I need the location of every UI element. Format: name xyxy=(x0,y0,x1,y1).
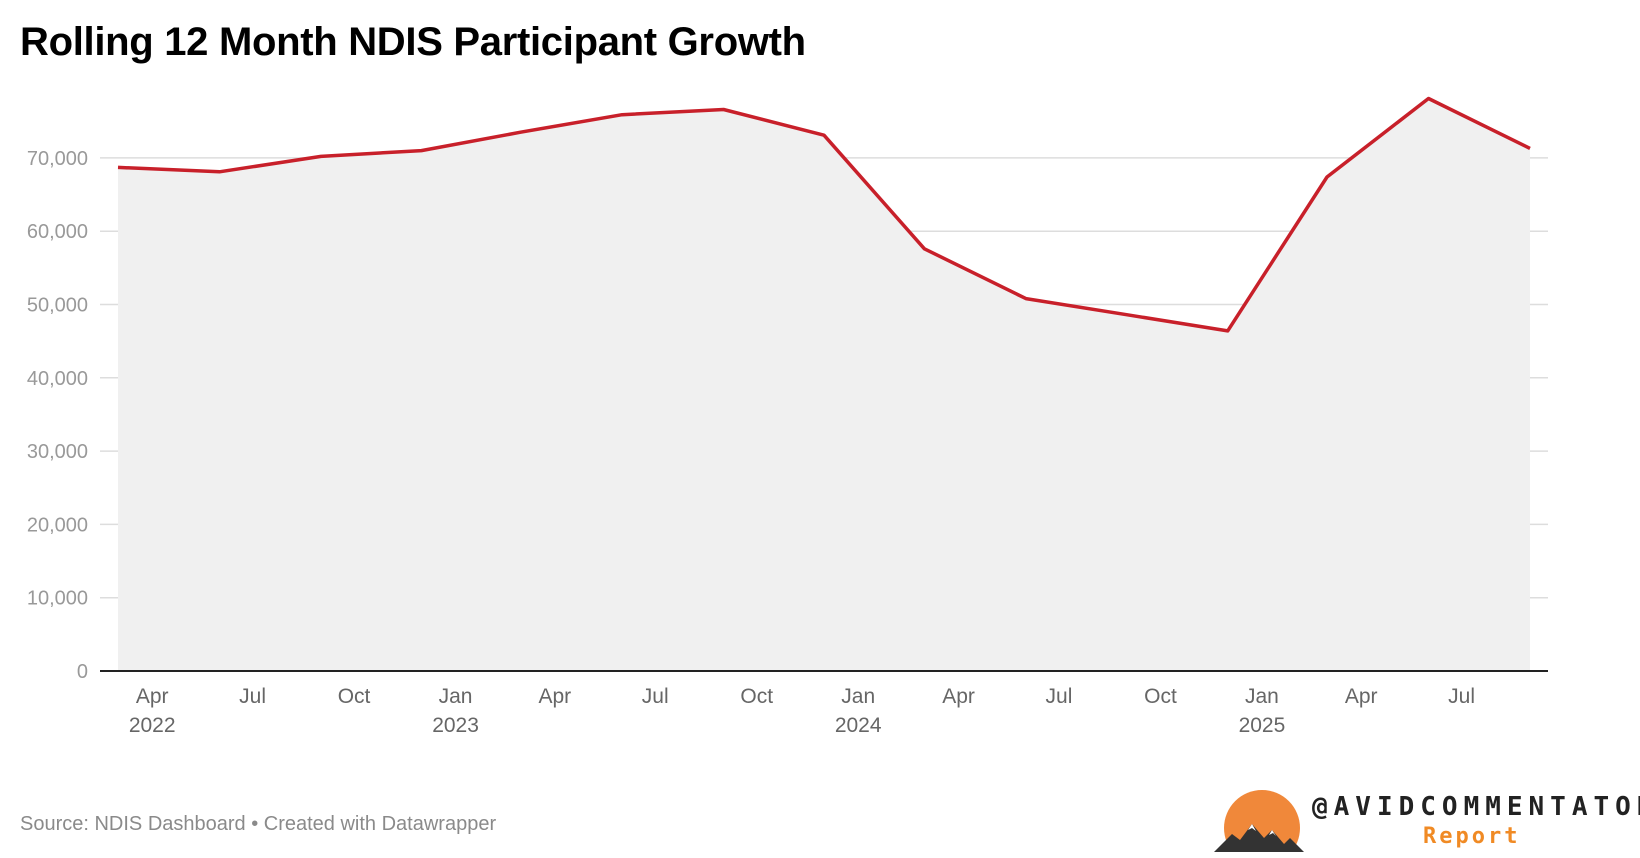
x-tick-month: Jul xyxy=(642,685,669,708)
x-tick-year: 2025 xyxy=(1239,714,1286,737)
line-chart: 0 10,000 20,000 30,000 40,000 50,000 60,000 70,… xyxy=(27,96,1548,737)
y-tick-label: 60,000 xyxy=(27,221,88,243)
x-tick-month: Apr xyxy=(942,685,975,708)
brand-name: @AVIDCOMMENTATOR xyxy=(1312,792,1640,822)
x-axis-labels: Apr 2022 Jul Oct Jan 2023 Apr Jul Oct Jan 2024 Apr J… xyxy=(129,685,1475,737)
x-tick-month: Jan xyxy=(439,685,473,708)
mountain-sun-logo-icon xyxy=(1212,790,1312,854)
y-tick-label: 70,000 xyxy=(27,148,88,170)
x-tick-year: 2022 xyxy=(129,714,176,737)
x-tick-month: Apr xyxy=(538,685,571,708)
x-tick-month: Jul xyxy=(239,685,266,708)
y-tick-label: 0 xyxy=(77,661,88,683)
y-tick-label: 30,000 xyxy=(27,441,88,463)
y-axis-labels: 0 10,000 20,000 30,000 40,000 50,000 60,000 70,… xyxy=(27,148,88,683)
x-tick-month: Apr xyxy=(1345,685,1378,708)
y-tick-label: 50,000 xyxy=(27,295,88,317)
x-tick-month: Jan xyxy=(841,685,875,708)
source-note: Source: NDIS Dashboard • Created with Da… xyxy=(20,813,497,835)
x-tick-month: Oct xyxy=(338,685,371,708)
y-tick-label: 20,000 xyxy=(27,514,88,536)
chart-title: Rolling 12 Month NDIS Participant Growth xyxy=(20,20,806,64)
brand-logo-block: @AVIDCOMMENTATOR Report xyxy=(1212,790,1640,854)
x-tick-month: Oct xyxy=(1144,685,1177,708)
x-tick-month: Apr xyxy=(136,685,169,708)
x-tick-month: Jul xyxy=(1448,685,1475,708)
x-tick-year: 2023 xyxy=(432,714,479,737)
y-tick-label: 40,000 xyxy=(27,368,88,390)
x-tick-year: 2024 xyxy=(835,714,882,737)
y-tick-label: 10,000 xyxy=(27,588,88,610)
brand-subtitle: Report xyxy=(1423,824,1521,849)
x-tick-month: Oct xyxy=(740,685,773,708)
x-tick-month: Jan xyxy=(1245,685,1279,708)
area-fill xyxy=(118,98,1530,671)
x-tick-month: Jul xyxy=(1046,685,1073,708)
data-points xyxy=(117,98,1531,331)
